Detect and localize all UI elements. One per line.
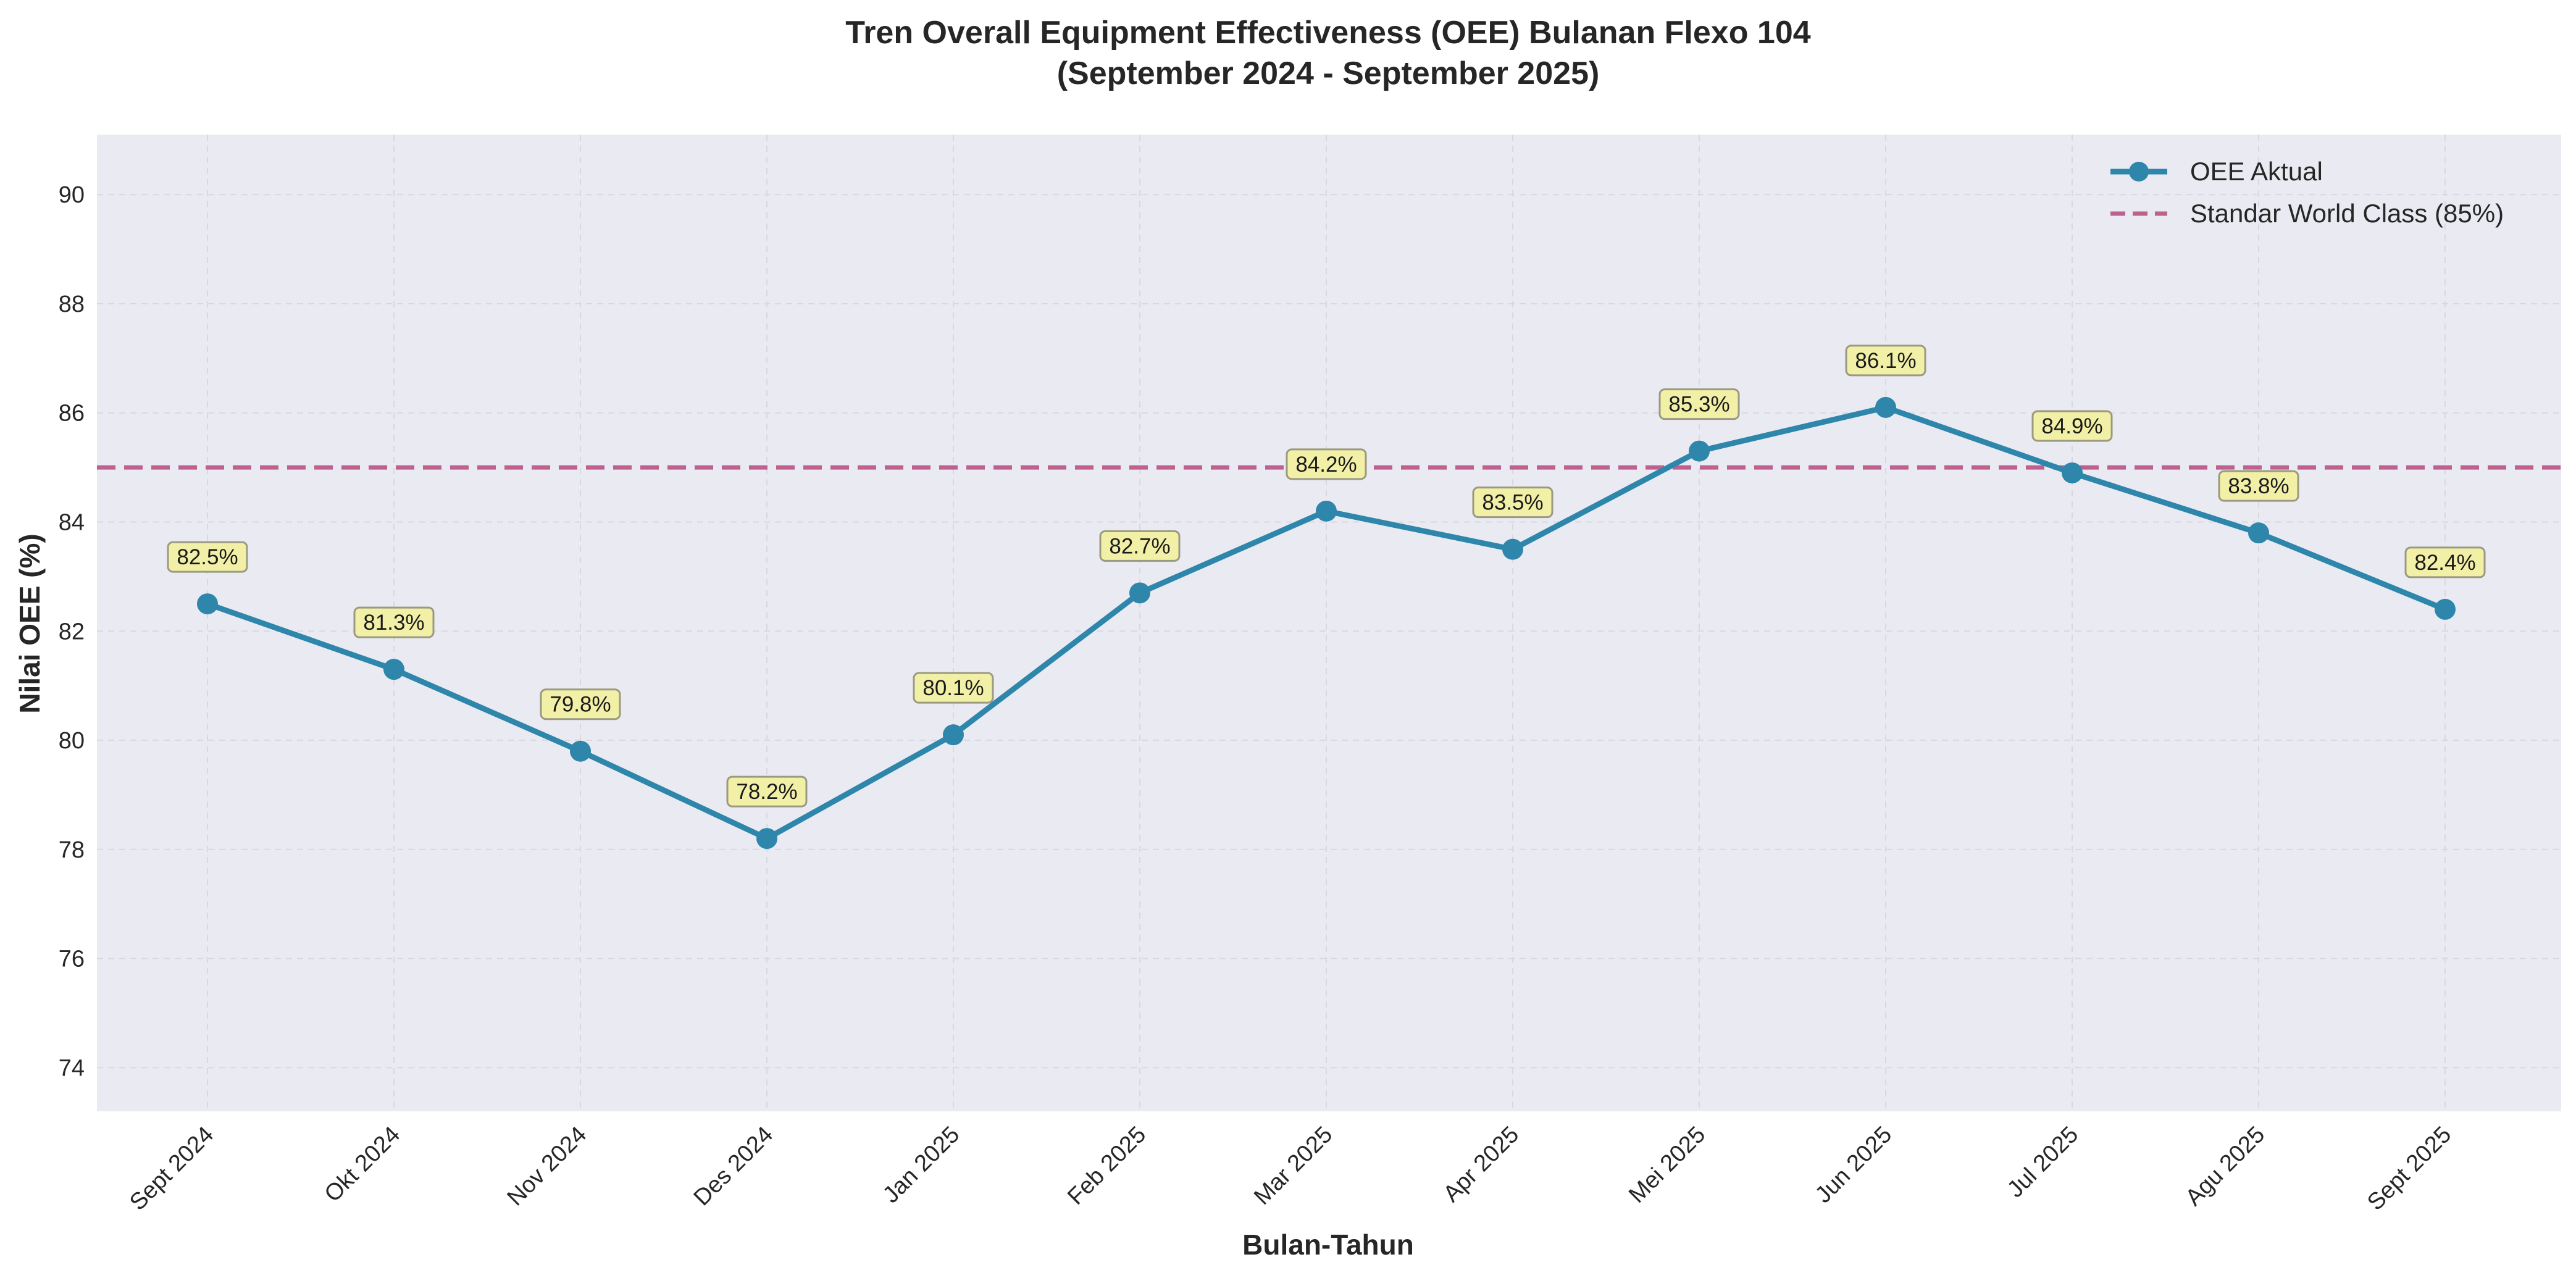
x-tick-label: Feb 2025 bbox=[1063, 1122, 1151, 1210]
data-label-box bbox=[2404, 546, 2486, 578]
y-tick-label: 88 bbox=[59, 291, 85, 317]
data-label: 81.3% bbox=[363, 611, 424, 635]
data-point bbox=[756, 828, 777, 850]
plot-area bbox=[97, 135, 2561, 1111]
data-label: 83.8% bbox=[2228, 474, 2289, 498]
data-label: 83.5% bbox=[1482, 491, 1543, 515]
y-axis-ticks: 74 76 78 80 82 84 86 88 90 bbox=[59, 182, 85, 1081]
oee-data-points bbox=[197, 396, 2456, 850]
legend-oee-marker-icon bbox=[2129, 162, 2149, 182]
data-label-box bbox=[540, 688, 621, 720]
data-point bbox=[197, 593, 218, 615]
y-tick-label: 90 bbox=[59, 182, 85, 208]
x-tick-label: Mar 2025 bbox=[1249, 1122, 1337, 1210]
x-tick-label: Okt 2024 bbox=[320, 1122, 406, 1208]
data-label: 86.1% bbox=[1855, 349, 1916, 373]
data-label-box bbox=[353, 606, 435, 638]
data-point bbox=[1316, 500, 1337, 522]
data-label: 84.2% bbox=[1295, 453, 1357, 477]
y-tick-label: 78 bbox=[59, 837, 85, 863]
y-tick-label: 82 bbox=[59, 619, 85, 645]
data-label-box bbox=[167, 541, 248, 573]
chart-subtitle: (September 2024 - September 2025) bbox=[1057, 56, 1600, 91]
legend-oee-label: OEE Aktual bbox=[2190, 157, 2323, 186]
x-tick-label: Sept 2024 bbox=[125, 1122, 219, 1216]
data-label: 79.8% bbox=[550, 693, 611, 717]
data-point bbox=[943, 724, 964, 746]
data-label: 78.2% bbox=[736, 780, 797, 804]
data-label-box bbox=[1099, 530, 1181, 562]
x-axis-label: Bulan-Tahun bbox=[1242, 1229, 1414, 1261]
legend: OEE Aktual Standar World Class (85%) bbox=[2110, 157, 2504, 228]
y-tick-label: 86 bbox=[59, 401, 85, 427]
x-tick-label: Agu 2025 bbox=[2181, 1122, 2270, 1211]
data-label: 84.9% bbox=[2041, 414, 2102, 438]
chart-title: Tren Overall Equipment Effectiveness (OE… bbox=[845, 15, 1810, 51]
data-label-box bbox=[1286, 448, 1367, 480]
data-label: 80.1% bbox=[922, 676, 984, 700]
data-label-box bbox=[913, 672, 994, 704]
data-label: 82.5% bbox=[177, 545, 238, 569]
data-point bbox=[2248, 522, 2269, 544]
data-point bbox=[1689, 440, 1710, 462]
x-tick-label: Jan 2025 bbox=[878, 1122, 964, 1208]
x-tick-label: Apr 2025 bbox=[1439, 1122, 1524, 1208]
y-tick-label: 74 bbox=[59, 1055, 85, 1081]
y-tick-label: 76 bbox=[59, 946, 85, 972]
y-tick-label: 80 bbox=[59, 728, 85, 754]
x-tick-label: Mei 2025 bbox=[1624, 1122, 1710, 1208]
data-point bbox=[1129, 582, 1150, 604]
x-tick-label: Sept 2025 bbox=[2362, 1122, 2456, 1216]
y-tick-label: 84 bbox=[59, 509, 85, 535]
x-axis-ticks: Sept 2024 Okt 2024 Nov 2024 Des 2024 Jan 202… bbox=[125, 1122, 2456, 1216]
data-label: 85.3% bbox=[1668, 393, 1729, 417]
legend-reference-label: Standar World Class (85%) bbox=[2190, 199, 2504, 228]
data-point bbox=[1875, 396, 1896, 418]
y-axis-label: Nilai OEE (%) bbox=[14, 533, 46, 713]
grid bbox=[97, 135, 2561, 1111]
data-point bbox=[2062, 462, 2083, 483]
data-label: 82.4% bbox=[2414, 551, 2475, 575]
data-label-box bbox=[1472, 487, 1554, 519]
data-point bbox=[570, 740, 591, 762]
data-label: 82.7% bbox=[1109, 534, 1170, 558]
data-point bbox=[1502, 538, 1523, 560]
data-label-box bbox=[2218, 470, 2299, 502]
x-tick-label: Jul 2025 bbox=[2002, 1122, 2083, 1203]
x-tick-label: Nov 2024 bbox=[503, 1122, 592, 1211]
data-labels: 82.5% 81.3% 79.8% 78.2% 80.1% 82.7% 84.2% 83.5%… bbox=[167, 345, 2486, 808]
data-label-box bbox=[726, 775, 808, 808]
data-point bbox=[2435, 598, 2456, 620]
data-label-box bbox=[1845, 345, 1926, 377]
data-label-box bbox=[1658, 388, 1740, 420]
x-tick-label: Des 2024 bbox=[689, 1122, 779, 1211]
data-label-box bbox=[2031, 410, 2113, 442]
data-point bbox=[383, 659, 404, 680]
x-tick-label: Jun 2025 bbox=[1810, 1122, 1897, 1208]
